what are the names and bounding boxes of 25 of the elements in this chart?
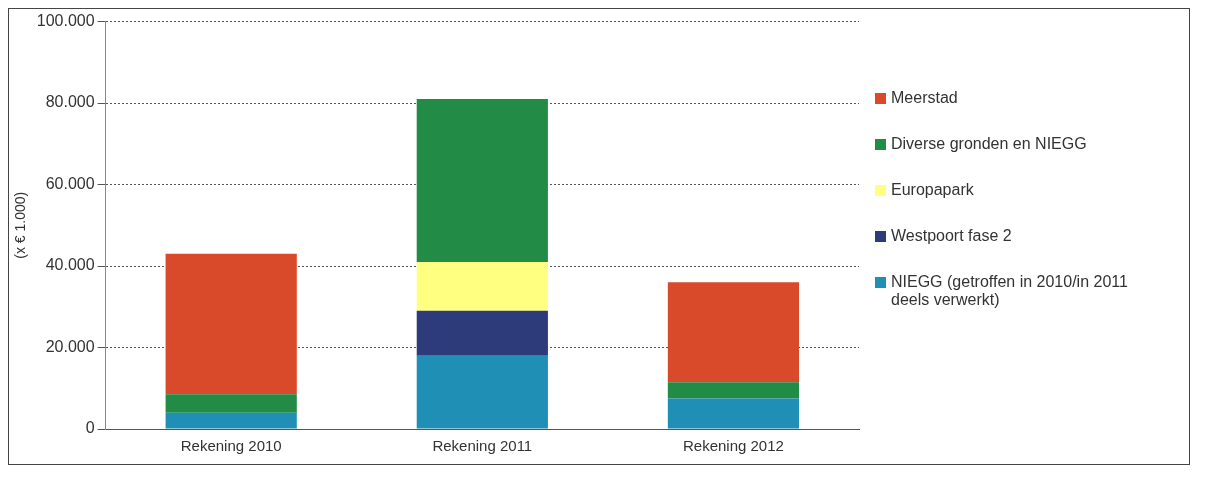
- y-tick-label: 100.000: [36, 12, 95, 30]
- y-tick-label: 20.000: [45, 337, 95, 355]
- y-axis-title: (x € 1.000): [12, 191, 29, 259]
- bar: [165, 394, 297, 413]
- x-tick-label: Rekening 2010: [180, 437, 282, 455]
- bar: [165, 253, 297, 395]
- bar: [416, 355, 548, 429]
- y-tick-label: 40.000: [45, 256, 95, 274]
- y-tick-label: 0: [85, 419, 95, 437]
- bar: [667, 282, 800, 383]
- y-tick-label: 80.000: [45, 93, 95, 111]
- legend-label: Meerstad: [891, 89, 958, 107]
- x-tick-label: Rekening 2011: [432, 437, 533, 455]
- bar: [416, 261, 548, 311]
- bar: [416, 310, 548, 356]
- legend-label: Europapark: [891, 181, 974, 199]
- legend-label: Diverse gronden en NIEGG: [891, 135, 1087, 153]
- x-tick-label: Rekening 2012: [682, 437, 784, 455]
- bar: [667, 382, 800, 399]
- bar: [416, 99, 548, 262]
- bar: [667, 398, 800, 429]
- legend-label: Westpoort fase 2: [891, 227, 1012, 245]
- y-tick-label: 60.000: [45, 174, 95, 192]
- bar: [165, 412, 297, 429]
- legend-label: NIEGG (getroffen in 2010/in 2011 deels verwerkt): [891, 273, 1129, 309]
